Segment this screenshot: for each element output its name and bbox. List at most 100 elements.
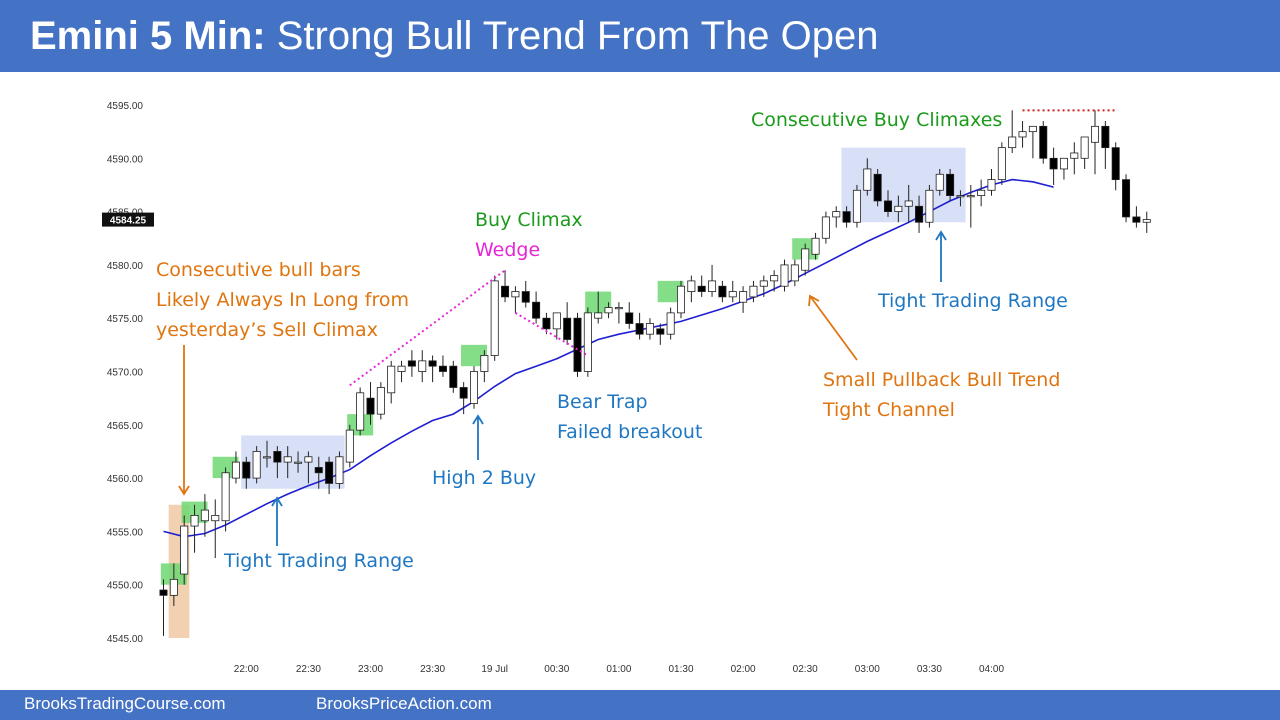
candle-body bbox=[987, 179, 996, 191]
annotation-line: Small Pullback Bull Trend bbox=[823, 369, 1061, 391]
ema-line bbox=[163, 178, 1054, 538]
annotation-line: Bear Trap bbox=[557, 391, 648, 413]
candle-body bbox=[211, 515, 220, 522]
candle-body bbox=[666, 312, 675, 335]
candle-body bbox=[356, 392, 365, 431]
candle-body bbox=[966, 195, 975, 198]
candle-body bbox=[521, 291, 530, 303]
candle-body bbox=[449, 365, 458, 388]
candle-body bbox=[718, 285, 727, 298]
candle-body bbox=[790, 264, 799, 282]
candle-body bbox=[190, 515, 199, 527]
candlestick-chart: 4545.00 4550.00 4555.00 4560.00 4565.00 4570.… bbox=[102, 101, 1151, 675]
candle-body bbox=[1028, 125, 1037, 133]
candle-body bbox=[376, 387, 385, 415]
last-price-tag bbox=[102, 212, 154, 227]
candle-body bbox=[946, 173, 955, 197]
x-tick-label: 01:30 bbox=[668, 664, 693, 675]
x-tick-label: 19 Jul bbox=[481, 664, 508, 675]
candle-body bbox=[842, 211, 851, 223]
x-tick-label: 02:30 bbox=[793, 664, 818, 675]
candle-body bbox=[273, 451, 282, 463]
candle-body bbox=[418, 360, 427, 372]
candle-body bbox=[697, 285, 706, 292]
x-tick-label: 22:00 bbox=[234, 664, 259, 675]
annotation-high-2-buy: High 2 Buy bbox=[432, 467, 537, 489]
candle-body bbox=[501, 285, 510, 298]
arrow-ttr2-head bbox=[935, 230, 947, 241]
candle-body bbox=[490, 280, 499, 356]
y-tick-label: 4595.00 bbox=[107, 101, 144, 112]
annotation-consecutive-buy-climaxes: Consecutive Buy Climaxes bbox=[751, 109, 1003, 131]
candle-body bbox=[1008, 136, 1017, 149]
x-tick-label: 03:30 bbox=[917, 664, 942, 675]
candle-body bbox=[542, 317, 551, 330]
title-rest: Strong Bull Trend From The Open bbox=[276, 14, 879, 58]
candle-body bbox=[739, 291, 748, 303]
candle-body bbox=[200, 509, 209, 522]
candle-body bbox=[294, 461, 303, 464]
annotation-tight-trading-range-2: Tight Trading Range bbox=[878, 290, 1068, 312]
candle-body bbox=[780, 264, 789, 287]
candle-body bbox=[242, 461, 251, 479]
candle-body bbox=[314, 467, 323, 474]
candle-body bbox=[884, 200, 893, 213]
candle-body bbox=[614, 307, 623, 310]
candle-body bbox=[1091, 125, 1100, 143]
candle-body bbox=[604, 307, 613, 314]
candle-body bbox=[532, 301, 541, 319]
annotation-line: Failed breakout bbox=[557, 421, 703, 443]
candle-body bbox=[438, 365, 447, 372]
wedge-pullback-line bbox=[514, 312, 589, 357]
candle-body bbox=[407, 360, 416, 367]
candle-body bbox=[325, 461, 334, 484]
candle-body bbox=[635, 323, 644, 335]
candle-body bbox=[687, 280, 696, 292]
candle-body bbox=[583, 312, 592, 372]
candle-body bbox=[469, 371, 478, 404]
candle-body bbox=[759, 280, 768, 287]
annotation-consecutive-bull-bars: Consecutive bull bars Likely Always In L… bbox=[156, 255, 409, 345]
header-bar: Emini 5 Min: Strong Bull Trend From The … bbox=[0, 0, 1280, 72]
page-title: Emini 5 Min: Strong Bull Trend From The … bbox=[30, 10, 878, 62]
candle-body bbox=[1132, 216, 1141, 223]
x-tick-label: 02:00 bbox=[731, 664, 756, 675]
last-price-label: 4584.25 bbox=[110, 216, 147, 227]
candle-body bbox=[1111, 147, 1120, 181]
annotation-tight-trading-range-1: Tight Trading Range bbox=[224, 550, 414, 572]
arrow-small-pullback-shaft bbox=[809, 295, 858, 361]
y-tick-label: 4565.00 bbox=[107, 421, 144, 432]
candle-body bbox=[801, 248, 810, 271]
x-tick-label: 22:30 bbox=[296, 664, 321, 675]
x-tick-label: 03:00 bbox=[855, 664, 880, 675]
footer-right-link[interactable]: BrooksPriceAction.com bbox=[316, 694, 492, 713]
candle-body bbox=[708, 280, 717, 292]
candle-body bbox=[749, 285, 758, 298]
candle-body bbox=[594, 312, 603, 319]
candle-body bbox=[832, 211, 841, 218]
candle-body bbox=[625, 312, 634, 324]
candle-body bbox=[511, 291, 520, 298]
candle-body bbox=[645, 323, 654, 335]
y-tick-label: 4555.00 bbox=[107, 527, 144, 538]
x-tick-label: 01:00 bbox=[606, 664, 631, 675]
candle-body bbox=[573, 317, 582, 372]
candle-body bbox=[1070, 152, 1079, 159]
candle-body bbox=[728, 291, 737, 298]
candle-body bbox=[428, 360, 437, 367]
candle-body bbox=[169, 578, 178, 596]
candle-body bbox=[159, 589, 168, 596]
candle-body bbox=[863, 168, 872, 191]
candle-body bbox=[283, 456, 292, 463]
candle-body bbox=[397, 365, 406, 372]
candle-body bbox=[852, 189, 861, 223]
y-tick-label: 4550.00 bbox=[107, 581, 144, 592]
candle-body bbox=[894, 205, 903, 213]
candle-body bbox=[821, 216, 830, 239]
candle-body bbox=[262, 456, 271, 459]
candle-body bbox=[811, 237, 820, 255]
annotation-wedge: Wedge bbox=[475, 239, 541, 261]
candle-body bbox=[252, 451, 261, 479]
candle-body bbox=[997, 147, 1006, 181]
footer-left-link[interactable]: BrooksTradingCourse.com bbox=[24, 694, 226, 713]
